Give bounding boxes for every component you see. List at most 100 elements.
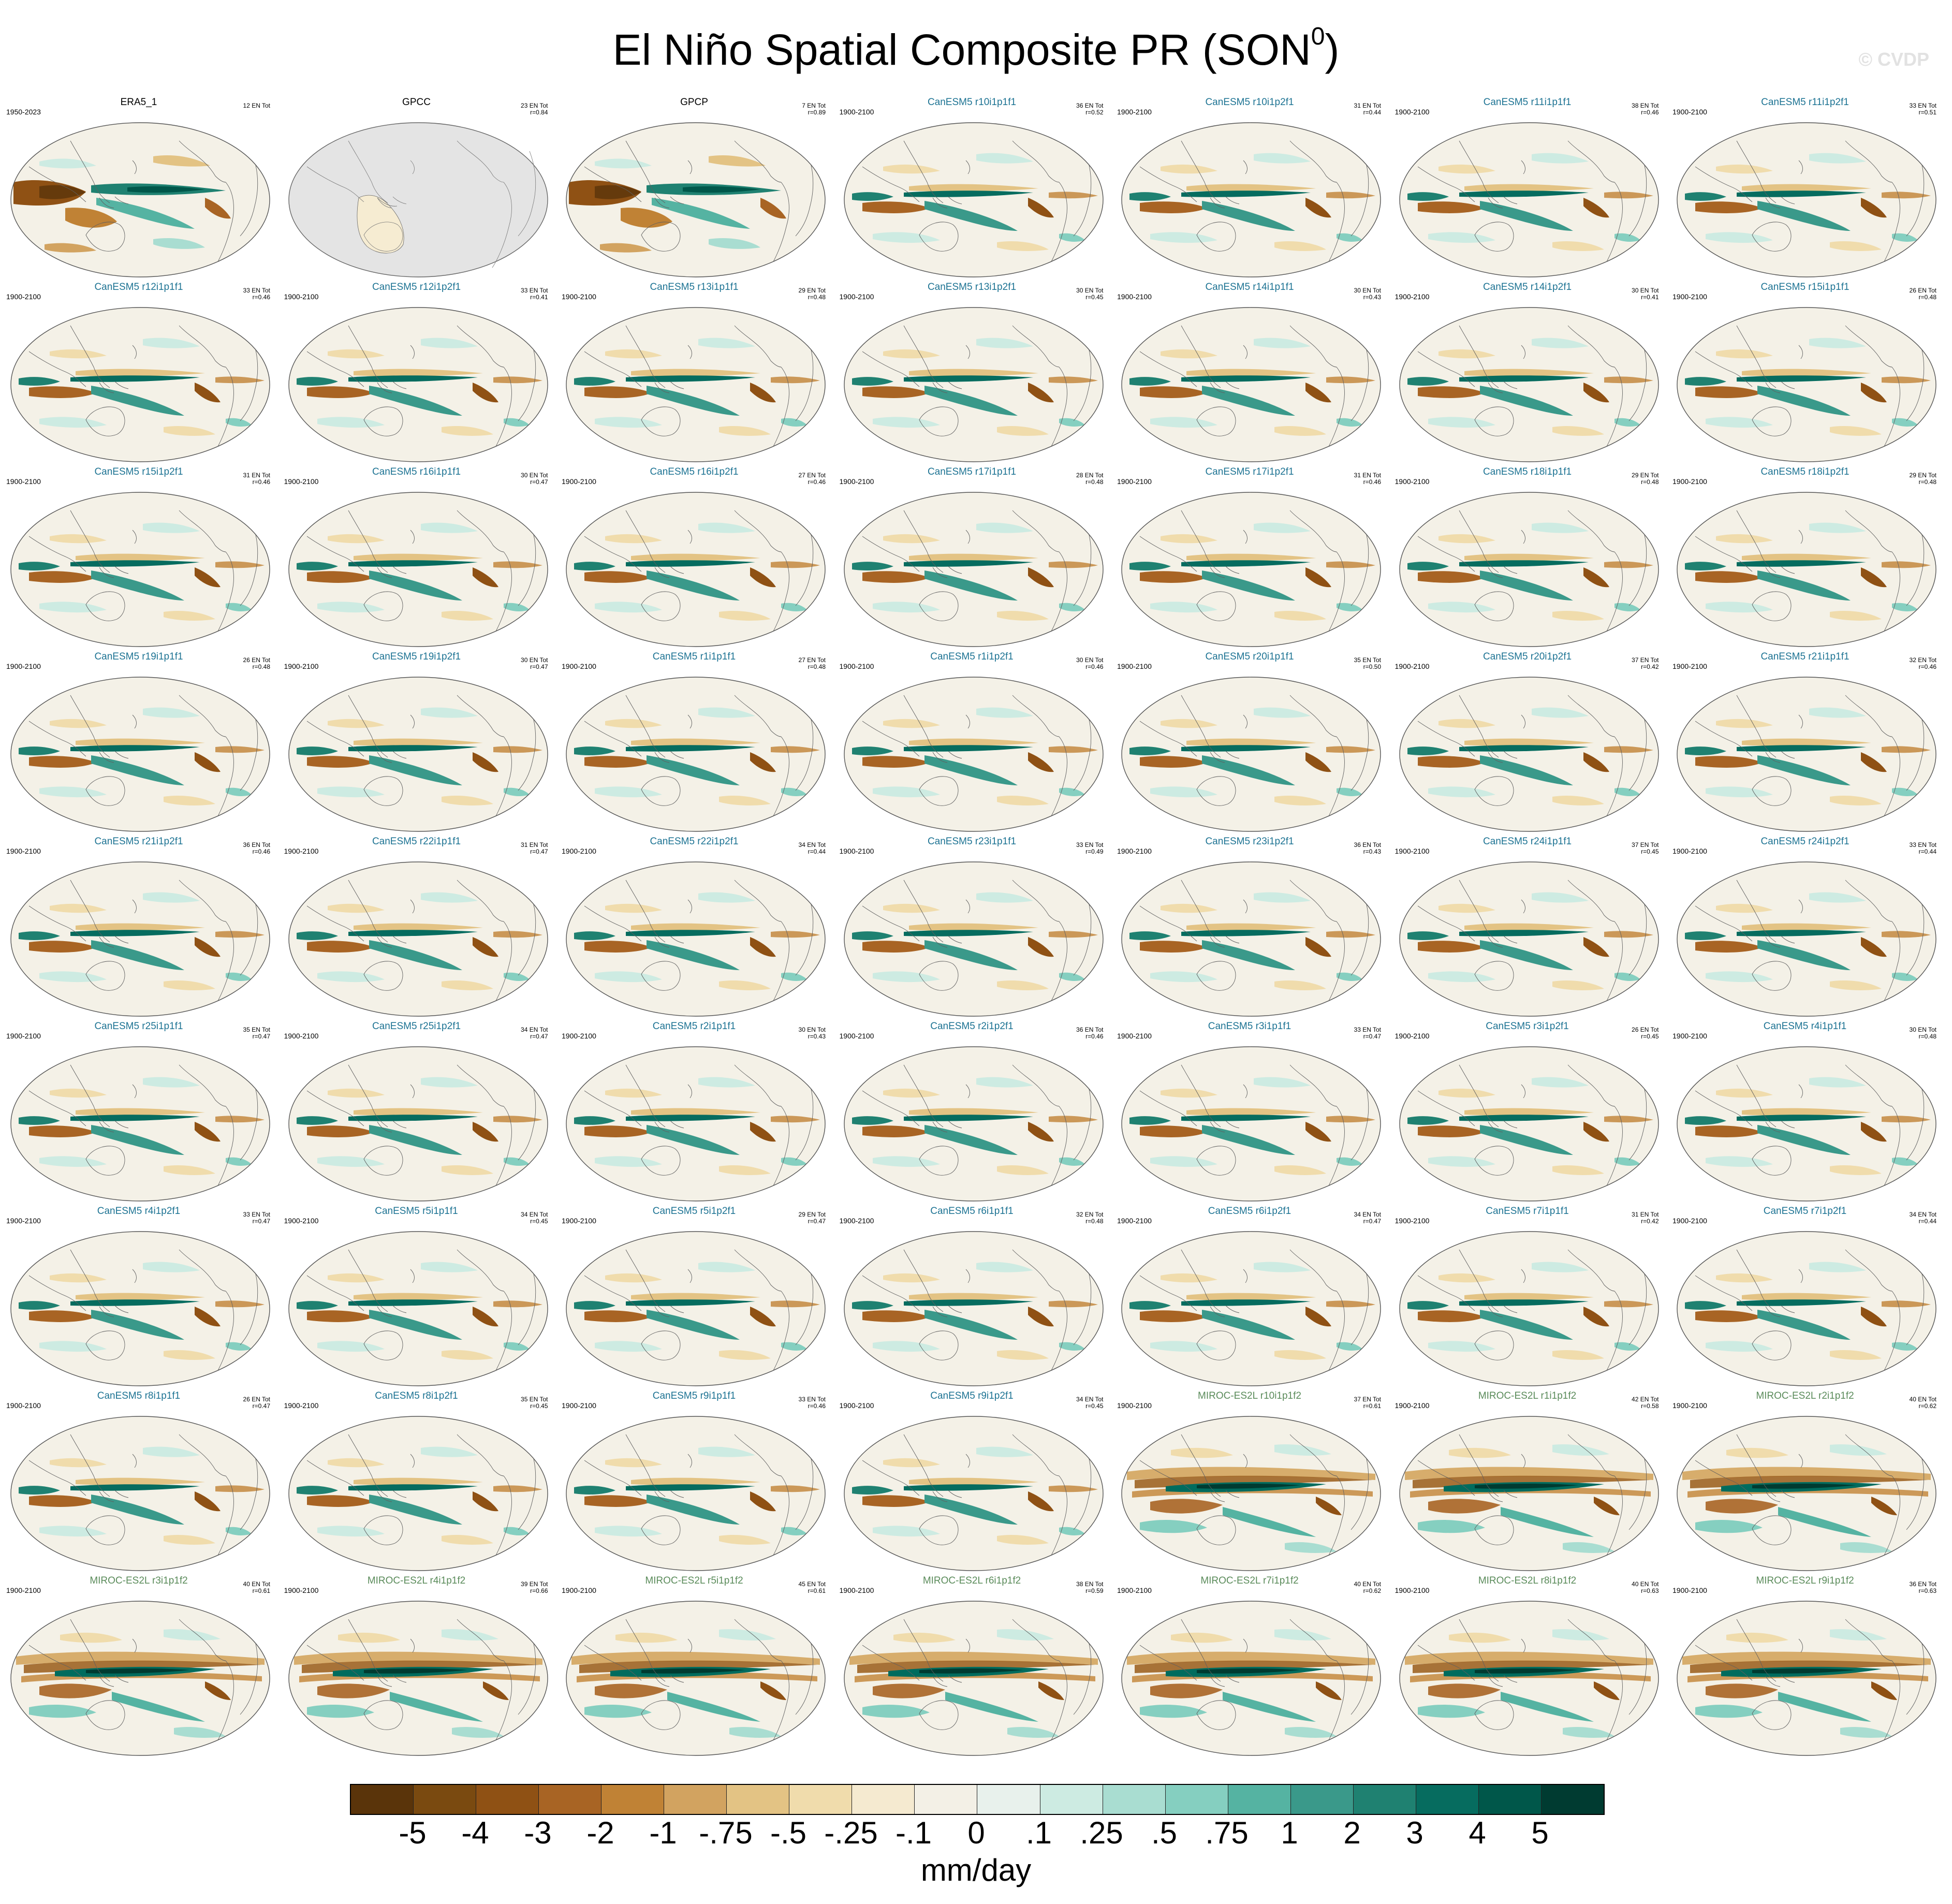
panel-event-count: 30 EN Tot — [1632, 287, 1659, 294]
composite-panel: CanESM5 r21i1p2f1 1900-2100 36 EN Tot r=0.4… — [0, 836, 277, 1020]
composite-panel: CanESM5 r12i1p1f1 1900-2100 33 EN Tot r=0.4… — [0, 281, 277, 466]
composite-panel: CanESM5 r2i1p1f1 1900-2100 30 EN Tot r=0.43 — [555, 1020, 833, 1205]
panel-years: 1900-2100 — [6, 662, 41, 670]
panel-event-count: 39 EN Tot — [521, 1580, 548, 1588]
panel-title: CanESM5 r11i1p1f1 — [1483, 97, 1572, 108]
precip-anomaly-map — [1677, 307, 1936, 462]
panel-title: CanESM5 r22i1p2f1 — [650, 836, 739, 847]
composite-panel: CanESM5 r16i1p1f1 1900-2100 30 EN Tot r=0.4… — [278, 466, 555, 651]
panel-years: 1900-2100 — [1672, 662, 1707, 670]
panel-map — [1397, 305, 1661, 464]
panel-title: CanESM5 r22i1p1f1 — [372, 836, 461, 847]
panel-pattern-correlation: r=0.51 — [1918, 109, 1936, 116]
precip-anomaly-map — [566, 492, 826, 647]
panel-map — [8, 1229, 272, 1388]
colorbar-swatch — [915, 1785, 978, 1814]
panel-title: CanESM5 r19i1p2f1 — [372, 651, 461, 662]
colorbar-tick-label: 3 — [1406, 1815, 1423, 1850]
panel-years: 1900-2100 — [1395, 108, 1430, 116]
panel-pattern-correlation: r=0.46 — [808, 1402, 826, 1410]
colorbar-tick-label: .25 — [1080, 1815, 1123, 1850]
panel-years: 1900-2100 — [284, 292, 319, 301]
panel-map — [8, 305, 272, 464]
colorbar-tick-label: -.25 — [824, 1815, 878, 1850]
panel-pattern-correlation: r=0.59 — [1085, 1587, 1104, 1594]
panel-years: 1900-2100 — [562, 292, 596, 301]
panel-event-count: 34 EN Tot — [521, 1211, 548, 1218]
precip-anomaly-map — [1399, 1416, 1659, 1571]
panel-grid: ERA5_1 1950-2023 12 EN Tot GPCC 23 EN Tot r=0… — [0, 96, 1944, 1760]
composite-panel: MIROC-ES2L r1i1p1f2 1900-2100 42 EN Tot r=0… — [1389, 1390, 1666, 1575]
panel-title: CanESM5 r16i1p1f1 — [372, 466, 461, 477]
precip-anomaly-map — [843, 677, 1104, 832]
panel-pattern-correlation: r=0.44 — [808, 848, 826, 855]
panel-years: 1900-2100 — [1117, 477, 1152, 486]
composite-panel: MIROC-ES2L r7i1p1f2 1900-2100 40 EN Tot r=0… — [1111, 1575, 1388, 1760]
colorbar-swatch — [1165, 1785, 1228, 1814]
panel-event-count: 34 EN Tot — [1076, 1396, 1104, 1403]
panel-event-count: 32 EN Tot — [1076, 1211, 1104, 1218]
panel-map — [1119, 1414, 1383, 1573]
panel-title: CanESM5 r25i1p1f1 — [94, 1021, 183, 1032]
panel-map — [1675, 1229, 1939, 1388]
panel-event-count: 29 EN Tot — [798, 287, 826, 294]
panel-event-count: 32 EN Tot — [1909, 656, 1936, 664]
panel-pattern-correlation: r=0.42 — [1641, 1218, 1659, 1225]
colorbar-swatch — [1416, 1785, 1479, 1814]
panel-event-count: 36 EN Tot — [1076, 102, 1104, 109]
panel-years: 1900-2100 — [6, 1217, 41, 1225]
panel-pattern-correlation: r=0.47 — [1363, 1033, 1381, 1040]
composite-panel: CanESM5 r20i1p1f1 1900-2100 35 EN Tot r=0.5… — [1111, 651, 1388, 836]
panel-years: 1900-2100 — [562, 1401, 596, 1410]
panel-pattern-correlation: r=0.46 — [1641, 109, 1659, 116]
panel-title: CanESM5 r24i1p2f1 — [1760, 836, 1850, 847]
panel-map — [8, 1414, 272, 1573]
panel-years: 1900-2100 — [1117, 1401, 1152, 1410]
panel-title: CanESM5 r20i1p2f1 — [1483, 651, 1572, 662]
panel-event-count: 33 EN Tot — [243, 1211, 270, 1218]
panel-pattern-correlation: r=0.46 — [252, 294, 270, 301]
panel-title: CanESM5 r7i1p2f1 — [1763, 1206, 1847, 1217]
panel-years: 1900-2100 — [1395, 1032, 1430, 1040]
panel-map — [1397, 675, 1661, 834]
panel-map — [1397, 1599, 1661, 1758]
panel-event-count: 38 EN Tot — [1632, 102, 1659, 109]
composite-panel: GPCC 23 EN Tot r=0.84 — [278, 96, 555, 281]
panel-title: MIROC-ES2L r3i1p1f2 — [90, 1575, 188, 1586]
cvdp-watermark: © CVDP — [1858, 49, 1929, 70]
composite-panel: CanESM5 r17i1p1f1 1900-2100 28 EN Tot r=0.4… — [833, 466, 1111, 651]
panel-title: MIROC-ES2L r10i1p1f2 — [1198, 1390, 1301, 1401]
precip-anomaly-map — [1121, 122, 1381, 277]
panel-title: CanESM5 r18i1p1f1 — [1483, 466, 1572, 477]
precip-anomaly-map — [1677, 1231, 1936, 1386]
panel-years: 1900-2100 — [1672, 108, 1707, 116]
panel-years: 1900-2100 — [1395, 1586, 1430, 1594]
panel-map — [1675, 1044, 1939, 1204]
colorbar-swatch — [1478, 1785, 1542, 1814]
panel-pattern-correlation: r=0.45 — [530, 1218, 548, 1225]
panel-title: CanESM5 r7i1p1f1 — [1486, 1206, 1569, 1217]
colorbar-swatch — [727, 1785, 790, 1814]
composite-panel: CanESM5 r19i1p1f1 1900-2100 26 EN Tot r=0.4… — [0, 651, 277, 836]
composite-panel: CanESM5 r18i1p1f1 1900-2100 29 EN Tot r=0.4… — [1389, 466, 1666, 651]
composite-panel: CanESM5 r17i1p2f1 1900-2100 31 EN Tot r=0.4… — [1111, 466, 1388, 651]
panel-map — [1675, 859, 1939, 1019]
panel-title: CanESM5 r23i1p1f1 — [927, 836, 1017, 847]
panel-title: CanESM5 r20i1p1f1 — [1205, 651, 1294, 662]
panel-title: ERA5_1 — [120, 97, 157, 108]
panel-event-count: 30 EN Tot — [1076, 287, 1104, 294]
panel-map — [1675, 1599, 1939, 1758]
composite-panel: MIROC-ES2L r4i1p1f2 1900-2100 39 EN Tot r=0… — [278, 1575, 555, 1760]
panel-event-count: 36 EN Tot — [1909, 1580, 1936, 1588]
precip-anomaly-map — [10, 122, 270, 277]
panel-title: CanESM5 r3i1p1f1 — [1208, 1021, 1291, 1032]
precip-anomaly-map — [1677, 677, 1936, 832]
composite-panel: CanESM5 r15i1p1f1 1900-2100 26 EN Tot r=0.4… — [1666, 281, 1944, 466]
panel-map — [564, 1044, 828, 1204]
composite-panel: CanESM5 r9i1p2f1 1900-2100 34 EN Tot r=0.45 — [833, 1390, 1111, 1575]
panel-pattern-correlation: r=0.46 — [808, 478, 826, 486]
colorbar-swatch — [664, 1785, 727, 1814]
composite-panel: CanESM5 r10i1p2f1 1900-2100 31 EN Tot r=0.4… — [1111, 96, 1388, 281]
colorbar-swatch — [789, 1785, 853, 1814]
figure-title-end: ) — [1325, 25, 1340, 74]
